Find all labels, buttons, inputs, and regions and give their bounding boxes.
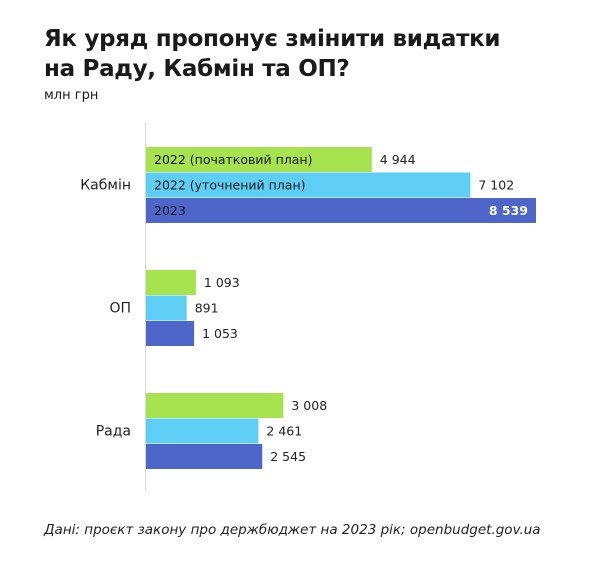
bar bbox=[146, 172, 471, 198]
legend-label: 2023 bbox=[154, 203, 186, 218]
value-label: 4 944 bbox=[380, 152, 416, 167]
value-label: 2 461 bbox=[266, 424, 302, 439]
bar bbox=[146, 270, 196, 295]
source-note: Дані: проєкт закону про держбюджет на 20… bbox=[44, 522, 541, 538]
title-line-1: Як уряд пропонує змінити видатки bbox=[44, 26, 501, 52]
value-label: 8 539 bbox=[489, 203, 528, 218]
category-label: ОП bbox=[109, 301, 131, 317]
bar bbox=[146, 393, 284, 418]
legend-label: 2022 (початковий план) bbox=[154, 152, 312, 167]
unit-label: млн грн bbox=[44, 88, 99, 103]
value-label: 2 545 bbox=[270, 449, 306, 464]
category-label: Рада bbox=[96, 424, 131, 440]
chart-title: Як уряд пропонує змінити видатки на Раду,… bbox=[44, 24, 584, 84]
bar bbox=[146, 198, 536, 223]
bar bbox=[146, 321, 195, 346]
category-label: Кабмін bbox=[80, 178, 131, 194]
bar bbox=[146, 418, 259, 444]
value-label: 3 008 bbox=[291, 398, 327, 413]
legend-label: 2022 (уточнений план) bbox=[154, 178, 306, 193]
value-label: 7 102 bbox=[478, 178, 514, 193]
bar bbox=[146, 444, 263, 469]
value-label: 891 bbox=[195, 301, 219, 316]
title-line-2: на Раду, Кабмін та ОП? bbox=[44, 56, 350, 82]
bar bbox=[146, 295, 187, 321]
bar bbox=[146, 147, 372, 172]
value-label: 1 053 bbox=[202, 326, 238, 341]
value-label: 1 093 bbox=[204, 275, 240, 290]
